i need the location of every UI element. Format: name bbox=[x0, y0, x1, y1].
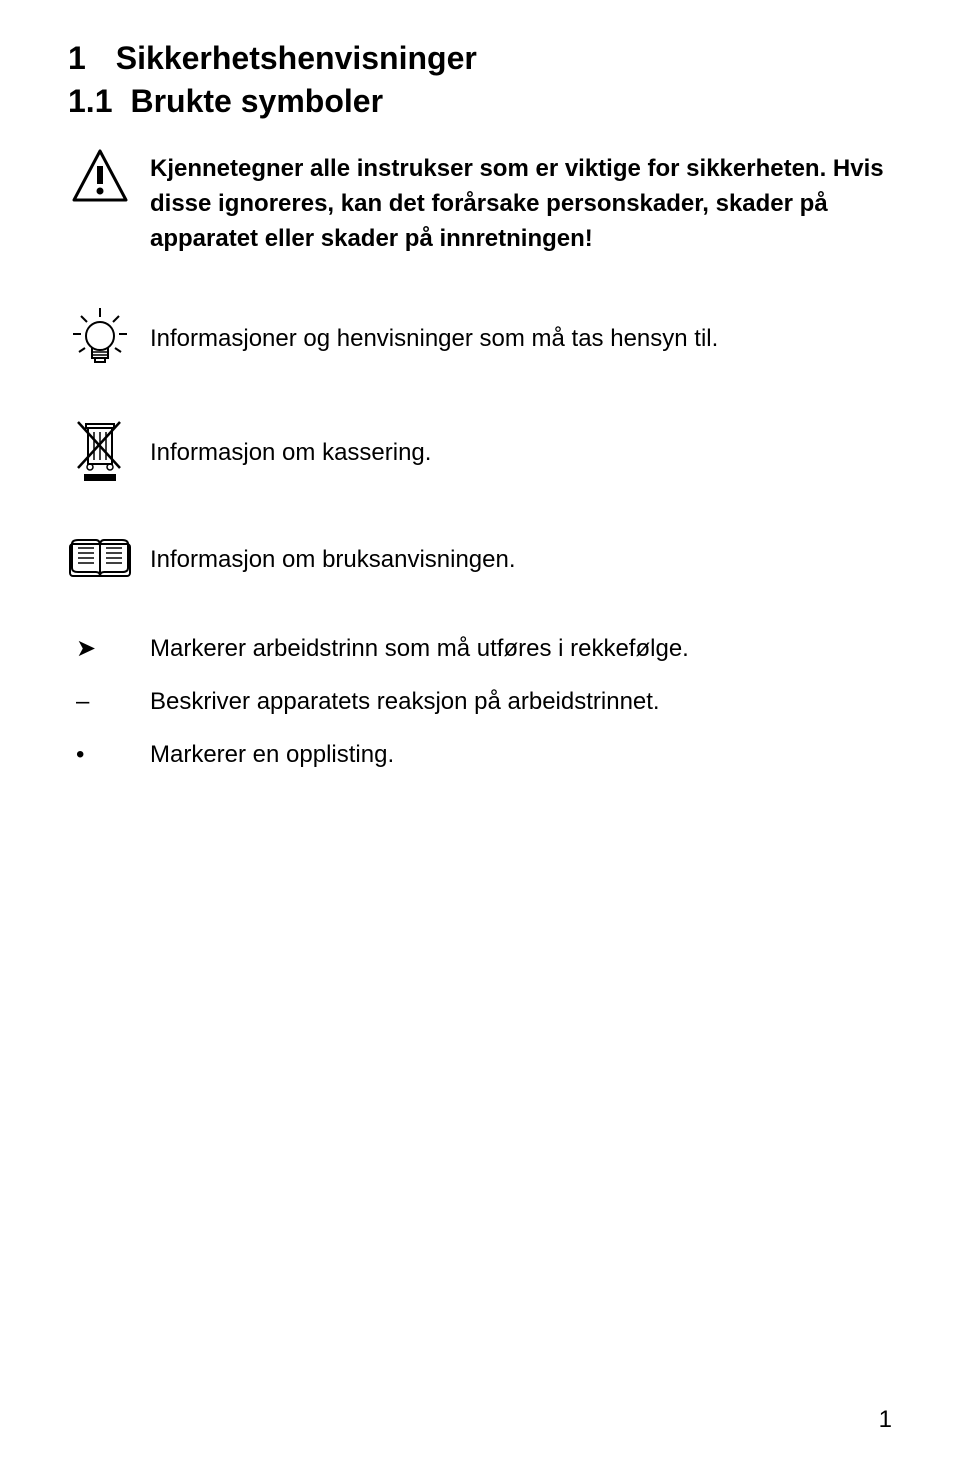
marker-list: ➤ Markerer arbeidstrinn som må utføres i… bbox=[68, 632, 892, 772]
symbol-row-warning: Kjennetegner alle instrukser som er vikt… bbox=[68, 148, 892, 256]
heading-2-title: Brukte symboler bbox=[130, 83, 383, 120]
symbol-row-lightbulb: Informasjoner og henvisninger som må tas… bbox=[68, 306, 892, 368]
symbol-text-bin: Informasjon om kassering. bbox=[150, 432, 431, 471]
heading-2: 1.1 Brukte symboler bbox=[68, 83, 892, 120]
symbol-text-book: Informasjon om bruksanvisningen. bbox=[150, 539, 516, 578]
bin-crossed-icon bbox=[68, 418, 132, 484]
marker-row-arrow: ➤ Markerer arbeidstrinn som må utføres i… bbox=[68, 632, 892, 667]
marker-text-dash: Beskriver apparatets reaksjon på arbeids… bbox=[150, 685, 660, 720]
open-book-icon bbox=[68, 534, 132, 582]
heading-1: 1 Sikkerhetshenvisninger bbox=[68, 40, 892, 77]
marker-row-dash: – Beskriver apparatets reaksjon på arbei… bbox=[68, 685, 892, 720]
lightbulb-icon bbox=[68, 306, 132, 368]
warning-triangle-icon bbox=[68, 148, 132, 204]
marker-text-arrow: Markerer arbeidstrinn som må utføres i r… bbox=[150, 632, 689, 667]
symbol-text-warning: Kjennetegner alle instrukser som er vikt… bbox=[150, 148, 892, 256]
marker-text-bullet: Markerer en opplisting. bbox=[150, 738, 394, 773]
marker-symbol-bullet: • bbox=[68, 738, 132, 773]
marker-symbol-arrow: ➤ bbox=[68, 632, 132, 667]
symbol-text-lightbulb: Informasjoner og henvisninger som må tas… bbox=[150, 318, 718, 357]
symbol-row-bin: Informasjon om kassering. bbox=[68, 418, 892, 484]
marker-symbol-dash: – bbox=[68, 685, 132, 720]
symbol-row-book: Informasjon om bruksanvisningen. bbox=[68, 534, 892, 582]
heading-2-number: 1.1 bbox=[68, 83, 112, 120]
page-number: 1 bbox=[879, 1406, 892, 1434]
heading-1-number: 1 bbox=[68, 40, 86, 77]
heading-1-title: Sikkerhetshenvisninger bbox=[116, 40, 477, 77]
marker-row-bullet: • Markerer en opplisting. bbox=[68, 738, 892, 773]
